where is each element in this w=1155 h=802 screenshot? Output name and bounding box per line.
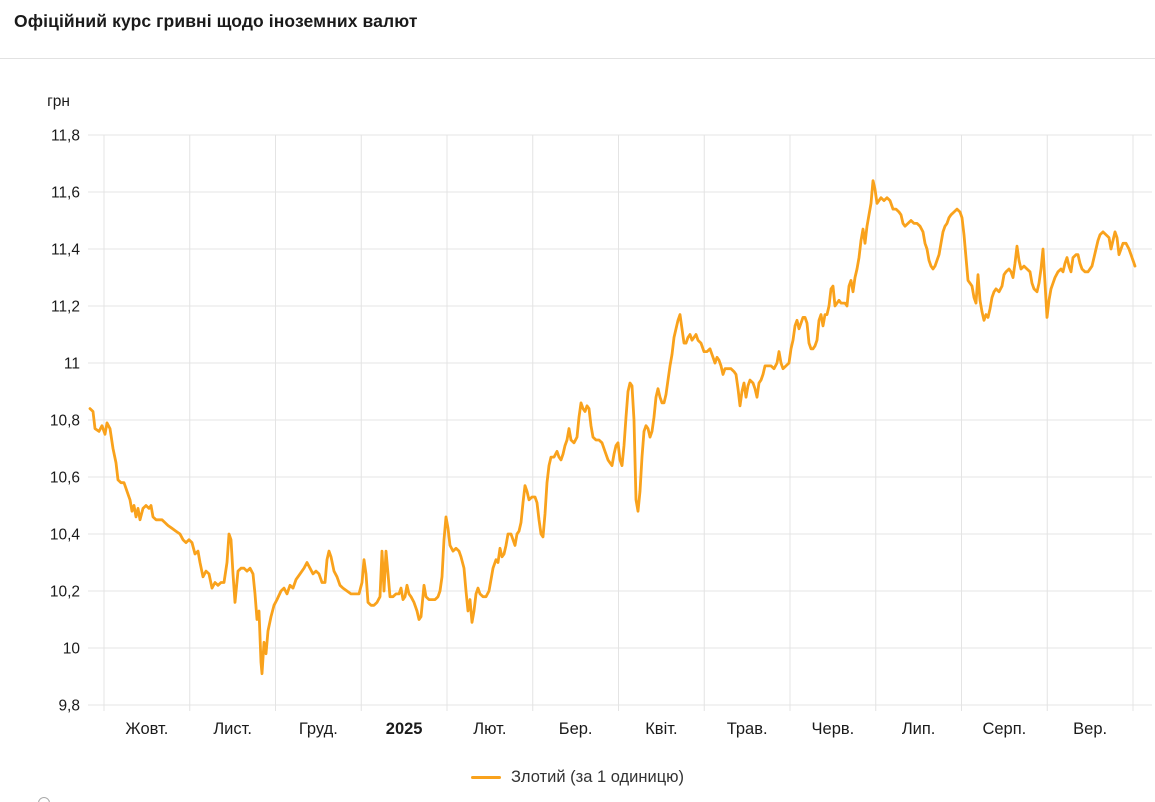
y-axis-tick-label: 11,8: [51, 128, 80, 145]
x-axis-tick-label: Черв.: [812, 720, 855, 738]
y-axis-unit-label: грн: [47, 93, 70, 110]
x-axis-tick-label: 2025: [386, 720, 423, 738]
y-axis-tick-label: 10,6: [50, 470, 80, 487]
x-axis-tick-label: Груд.: [299, 720, 338, 738]
y-axis-tick-label: 11,6: [51, 185, 80, 202]
series-line-zloty[interactable]: [88, 179, 1137, 676]
x-axis-tick-label: Лип.: [902, 720, 936, 738]
x-axis-tick-label: Трав.: [727, 720, 768, 738]
x-axis-tick-label: Лист.: [213, 720, 252, 738]
y-axis-tick-label: 11: [64, 356, 80, 373]
x-axis-tick-label: Серп.: [982, 720, 1026, 738]
y-axis-tick-label: 10,4: [50, 527, 81, 544]
y-axis-tick-label: 9,8: [58, 698, 80, 715]
cutoff-copyright-glyph: [38, 797, 50, 802]
page-title: Офіційний курс гривні щодо іноземних вал…: [14, 11, 418, 31]
y-axis-tick-label: 10,8: [50, 413, 80, 430]
y-axis-tick-label: 10: [63, 641, 81, 658]
x-axis-tick-label: Жовт.: [125, 720, 168, 738]
x-axis-tick-label: Вер.: [1073, 720, 1107, 738]
legend-line-swatch: [470, 775, 501, 779]
x-axis-tick-label: Бер.: [559, 720, 593, 738]
x-axis-tick-label: Лют.: [473, 720, 506, 738]
header-divider: [0, 58, 1155, 59]
legend-label: Злотий (за 1 одиницю): [510, 767, 685, 786]
chart-legend[interactable]: Злотий (за 1 одиницю): [0, 762, 1155, 792]
y-axis-tick-label: 11,4: [51, 242, 80, 259]
y-axis-tick-label: 10,2: [50, 584, 80, 601]
y-axis-tick-label: 11,2: [51, 299, 80, 316]
x-axis-tick-label: Квіт.: [645, 720, 677, 738]
